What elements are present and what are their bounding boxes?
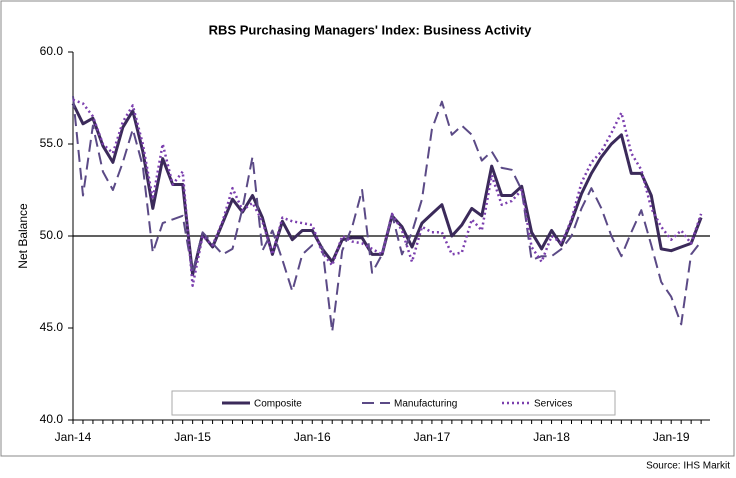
y-tick-label: 40.0: [40, 412, 64, 426]
x-tick-label: Jan-16: [294, 430, 331, 444]
y-tick-label: 55.0: [40, 136, 64, 150]
y-axis-label: Net Balance: [16, 203, 30, 269]
line-series: [71, 102, 703, 277]
legend-label: Composite: [254, 399, 302, 410]
legend-label: Services: [534, 399, 572, 410]
x-tick-label: Jan-19: [653, 430, 690, 444]
x-tick-label: Jan-15: [174, 430, 211, 444]
x-tick-label: Jan-14: [55, 430, 92, 444]
y-tick-label: 50.0: [40, 228, 64, 242]
y-tick-label: 45.0: [40, 320, 64, 334]
chart-title: RBS Purchasing Managers' Index: Business…: [209, 22, 532, 37]
line-series: [72, 96, 702, 333]
legend-label: Manufacturing: [394, 399, 457, 410]
source: Source: IHS Markit: [646, 461, 730, 472]
y-tick-label: 60.0: [40, 44, 64, 58]
line-series: [72, 98, 703, 287]
x-tick-label: Jan-18: [533, 430, 570, 444]
x-tick-label: Jan-17: [414, 430, 451, 444]
